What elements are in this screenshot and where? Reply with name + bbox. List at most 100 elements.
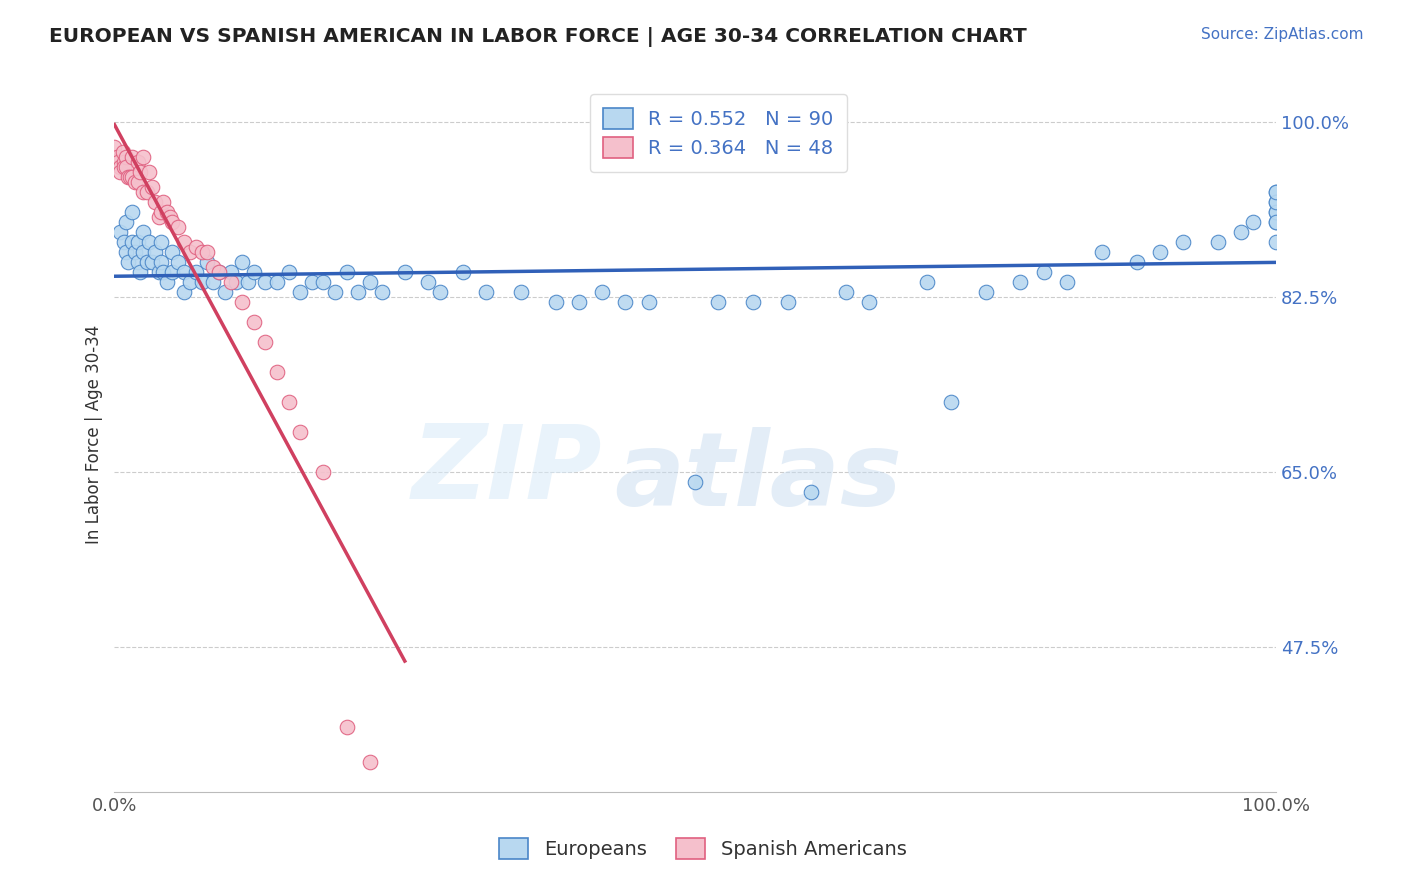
Point	[115, 161, 138, 175]
Y-axis label: In Labor Force | Age 30-34: In Labor Force | Age 30-34	[86, 325, 103, 544]
Point	[159, 211, 181, 225]
Point	[138, 165, 160, 179]
Point	[254, 335, 277, 350]
Point	[110, 225, 132, 239]
Point	[778, 295, 800, 310]
Point	[231, 295, 253, 310]
Point	[254, 275, 277, 289]
Point	[277, 265, 299, 279]
Point	[152, 265, 174, 279]
Point	[136, 186, 159, 200]
Text: EUROPEAN VS SPANISH AMERICAN IN LABOR FORCE | AGE 30-34 CORRELATION CHART: EUROPEAN VS SPANISH AMERICAN IN LABOR FO…	[49, 27, 1026, 46]
Legend: Europeans, Spanish Americans: Europeans, Spanish Americans	[489, 829, 917, 869]
Point	[1241, 215, 1264, 229]
Point	[416, 275, 439, 289]
Point	[148, 211, 170, 225]
Point	[162, 265, 184, 279]
Point	[429, 285, 451, 300]
Point	[107, 155, 129, 169]
Point	[124, 245, 146, 260]
Point	[136, 255, 159, 269]
Point	[149, 205, 172, 219]
Point	[127, 175, 149, 189]
Point	[111, 145, 134, 160]
Point	[112, 161, 135, 175]
Point	[1206, 235, 1229, 250]
Point	[568, 295, 591, 310]
Point	[141, 255, 163, 269]
Point	[1125, 255, 1147, 269]
Point	[162, 245, 184, 260]
Text: atlas: atlas	[614, 427, 901, 528]
Point	[1032, 265, 1054, 279]
Point	[219, 275, 242, 289]
Point	[115, 215, 138, 229]
Point	[707, 295, 730, 310]
Point	[121, 205, 143, 219]
Point	[208, 265, 231, 279]
Point	[1265, 195, 1288, 210]
Point	[162, 215, 184, 229]
Point	[112, 155, 135, 169]
Point	[117, 170, 139, 185]
Point	[231, 255, 253, 269]
Point	[1265, 205, 1288, 219]
Point	[1265, 235, 1288, 250]
Point	[637, 295, 659, 310]
Point	[301, 275, 323, 289]
Point	[132, 186, 155, 200]
Point	[591, 285, 613, 300]
Point	[475, 285, 498, 300]
Point	[451, 265, 474, 279]
Text: Source: ZipAtlas.com: Source: ZipAtlas.com	[1201, 27, 1364, 42]
Point	[132, 150, 155, 164]
Point	[336, 720, 359, 734]
Point	[152, 195, 174, 210]
Point	[1010, 275, 1032, 289]
Point	[127, 155, 149, 169]
Point	[323, 285, 346, 300]
Point	[266, 275, 288, 289]
Point	[190, 275, 212, 289]
Point	[143, 245, 166, 260]
Point	[127, 255, 149, 269]
Point	[312, 275, 335, 289]
Point	[115, 245, 138, 260]
Point	[208, 265, 231, 279]
Point	[195, 245, 218, 260]
Point	[103, 140, 125, 154]
Point	[129, 265, 152, 279]
Point	[179, 245, 201, 260]
Point	[118, 170, 141, 185]
Point	[121, 170, 143, 185]
Point	[394, 265, 416, 279]
Point	[184, 265, 207, 279]
Point	[115, 150, 138, 164]
Point	[800, 485, 823, 500]
Point	[149, 255, 172, 269]
Point	[1171, 235, 1194, 250]
Point	[110, 165, 132, 179]
Point	[143, 195, 166, 210]
Point	[359, 275, 381, 289]
Point	[184, 240, 207, 254]
Point	[243, 265, 266, 279]
Point	[1056, 275, 1078, 289]
Point	[544, 295, 567, 310]
Point	[370, 285, 392, 300]
Point	[1265, 186, 1288, 200]
Point	[359, 755, 381, 769]
Point	[149, 235, 172, 250]
Point	[1265, 215, 1288, 229]
Point	[917, 275, 939, 289]
Point	[156, 275, 179, 289]
Point	[290, 285, 312, 300]
Point	[290, 425, 312, 439]
Point	[138, 235, 160, 250]
Point	[173, 265, 195, 279]
Point	[121, 150, 143, 164]
Point	[141, 180, 163, 194]
Point	[112, 235, 135, 250]
Legend: R = 0.552   N = 90, R = 0.364   N = 48: R = 0.552 N = 90, R = 0.364 N = 48	[591, 95, 846, 171]
Point	[105, 150, 128, 164]
